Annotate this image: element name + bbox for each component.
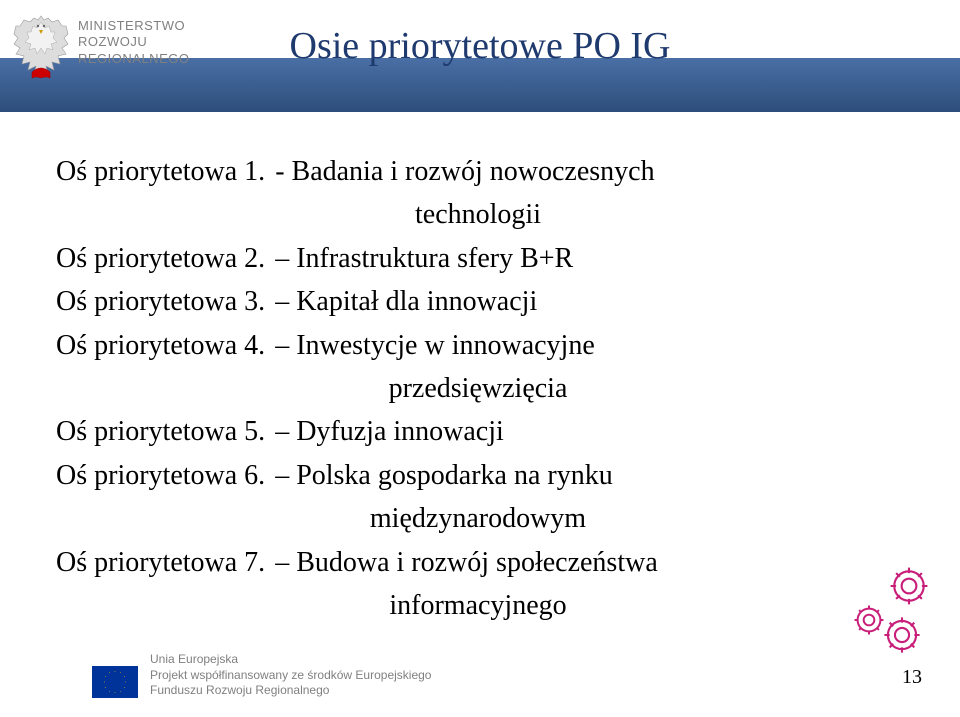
axis-desc-cont: międzynarodowym bbox=[56, 497, 900, 540]
axis-desc: - Badania i rozwój nowoczesnych bbox=[275, 150, 654, 193]
axis-label: Oś priorytetowa 4. bbox=[56, 324, 265, 367]
axis-label: Oś priorytetowa 7. bbox=[56, 541, 265, 584]
content-area: Oś priorytetowa 1. - Badania i rozwój no… bbox=[56, 150, 900, 627]
footer: Unia Europejska Projekt współfinansowany… bbox=[92, 652, 431, 699]
axis-desc: – Kapitał dla innowacji bbox=[275, 280, 537, 323]
axis-desc: – Dyfuzja innowacji bbox=[275, 410, 504, 453]
footer-line2: Projekt współfinansowany ze środków Euro… bbox=[150, 668, 431, 684]
axis-desc: – Polska gospodarka na rynku bbox=[275, 454, 613, 497]
axis-label: Oś priorytetowa 6. bbox=[56, 454, 265, 497]
axis-desc: – Inwestycje w innowacyjne bbox=[275, 324, 595, 367]
slide-title: Osie priorytetowe PO IG bbox=[0, 24, 960, 68]
axis-desc-cont: technologii bbox=[56, 193, 900, 236]
footer-line1: Unia Europejska bbox=[150, 652, 431, 668]
axis-label: Oś priorytetowa 5. bbox=[56, 410, 265, 453]
gear-icon bbox=[886, 563, 932, 609]
axis-label: Oś priorytetowa 3. bbox=[56, 280, 265, 323]
axis-desc-cont: informacyjnego bbox=[56, 584, 900, 627]
axis-desc-cont: przedsięwzięcia bbox=[56, 367, 900, 410]
gear-icon bbox=[880, 613, 924, 657]
axis-label: Oś priorytetowa 1. bbox=[56, 150, 265, 193]
footer-text: Unia Europejska Projekt współfinansowany… bbox=[150, 652, 431, 699]
axis-label: Oś priorytetowa 2. bbox=[56, 237, 265, 280]
page-number: 13 bbox=[902, 666, 922, 689]
axis-desc: – Infrastruktura sfery B+R bbox=[275, 237, 573, 280]
axis-desc: – Budowa i rozwój społeczeństwa bbox=[275, 541, 658, 584]
footer-line3: Funduszu Rozwoju Regionalnego bbox=[150, 683, 431, 699]
eu-flag-icon bbox=[92, 666, 138, 698]
